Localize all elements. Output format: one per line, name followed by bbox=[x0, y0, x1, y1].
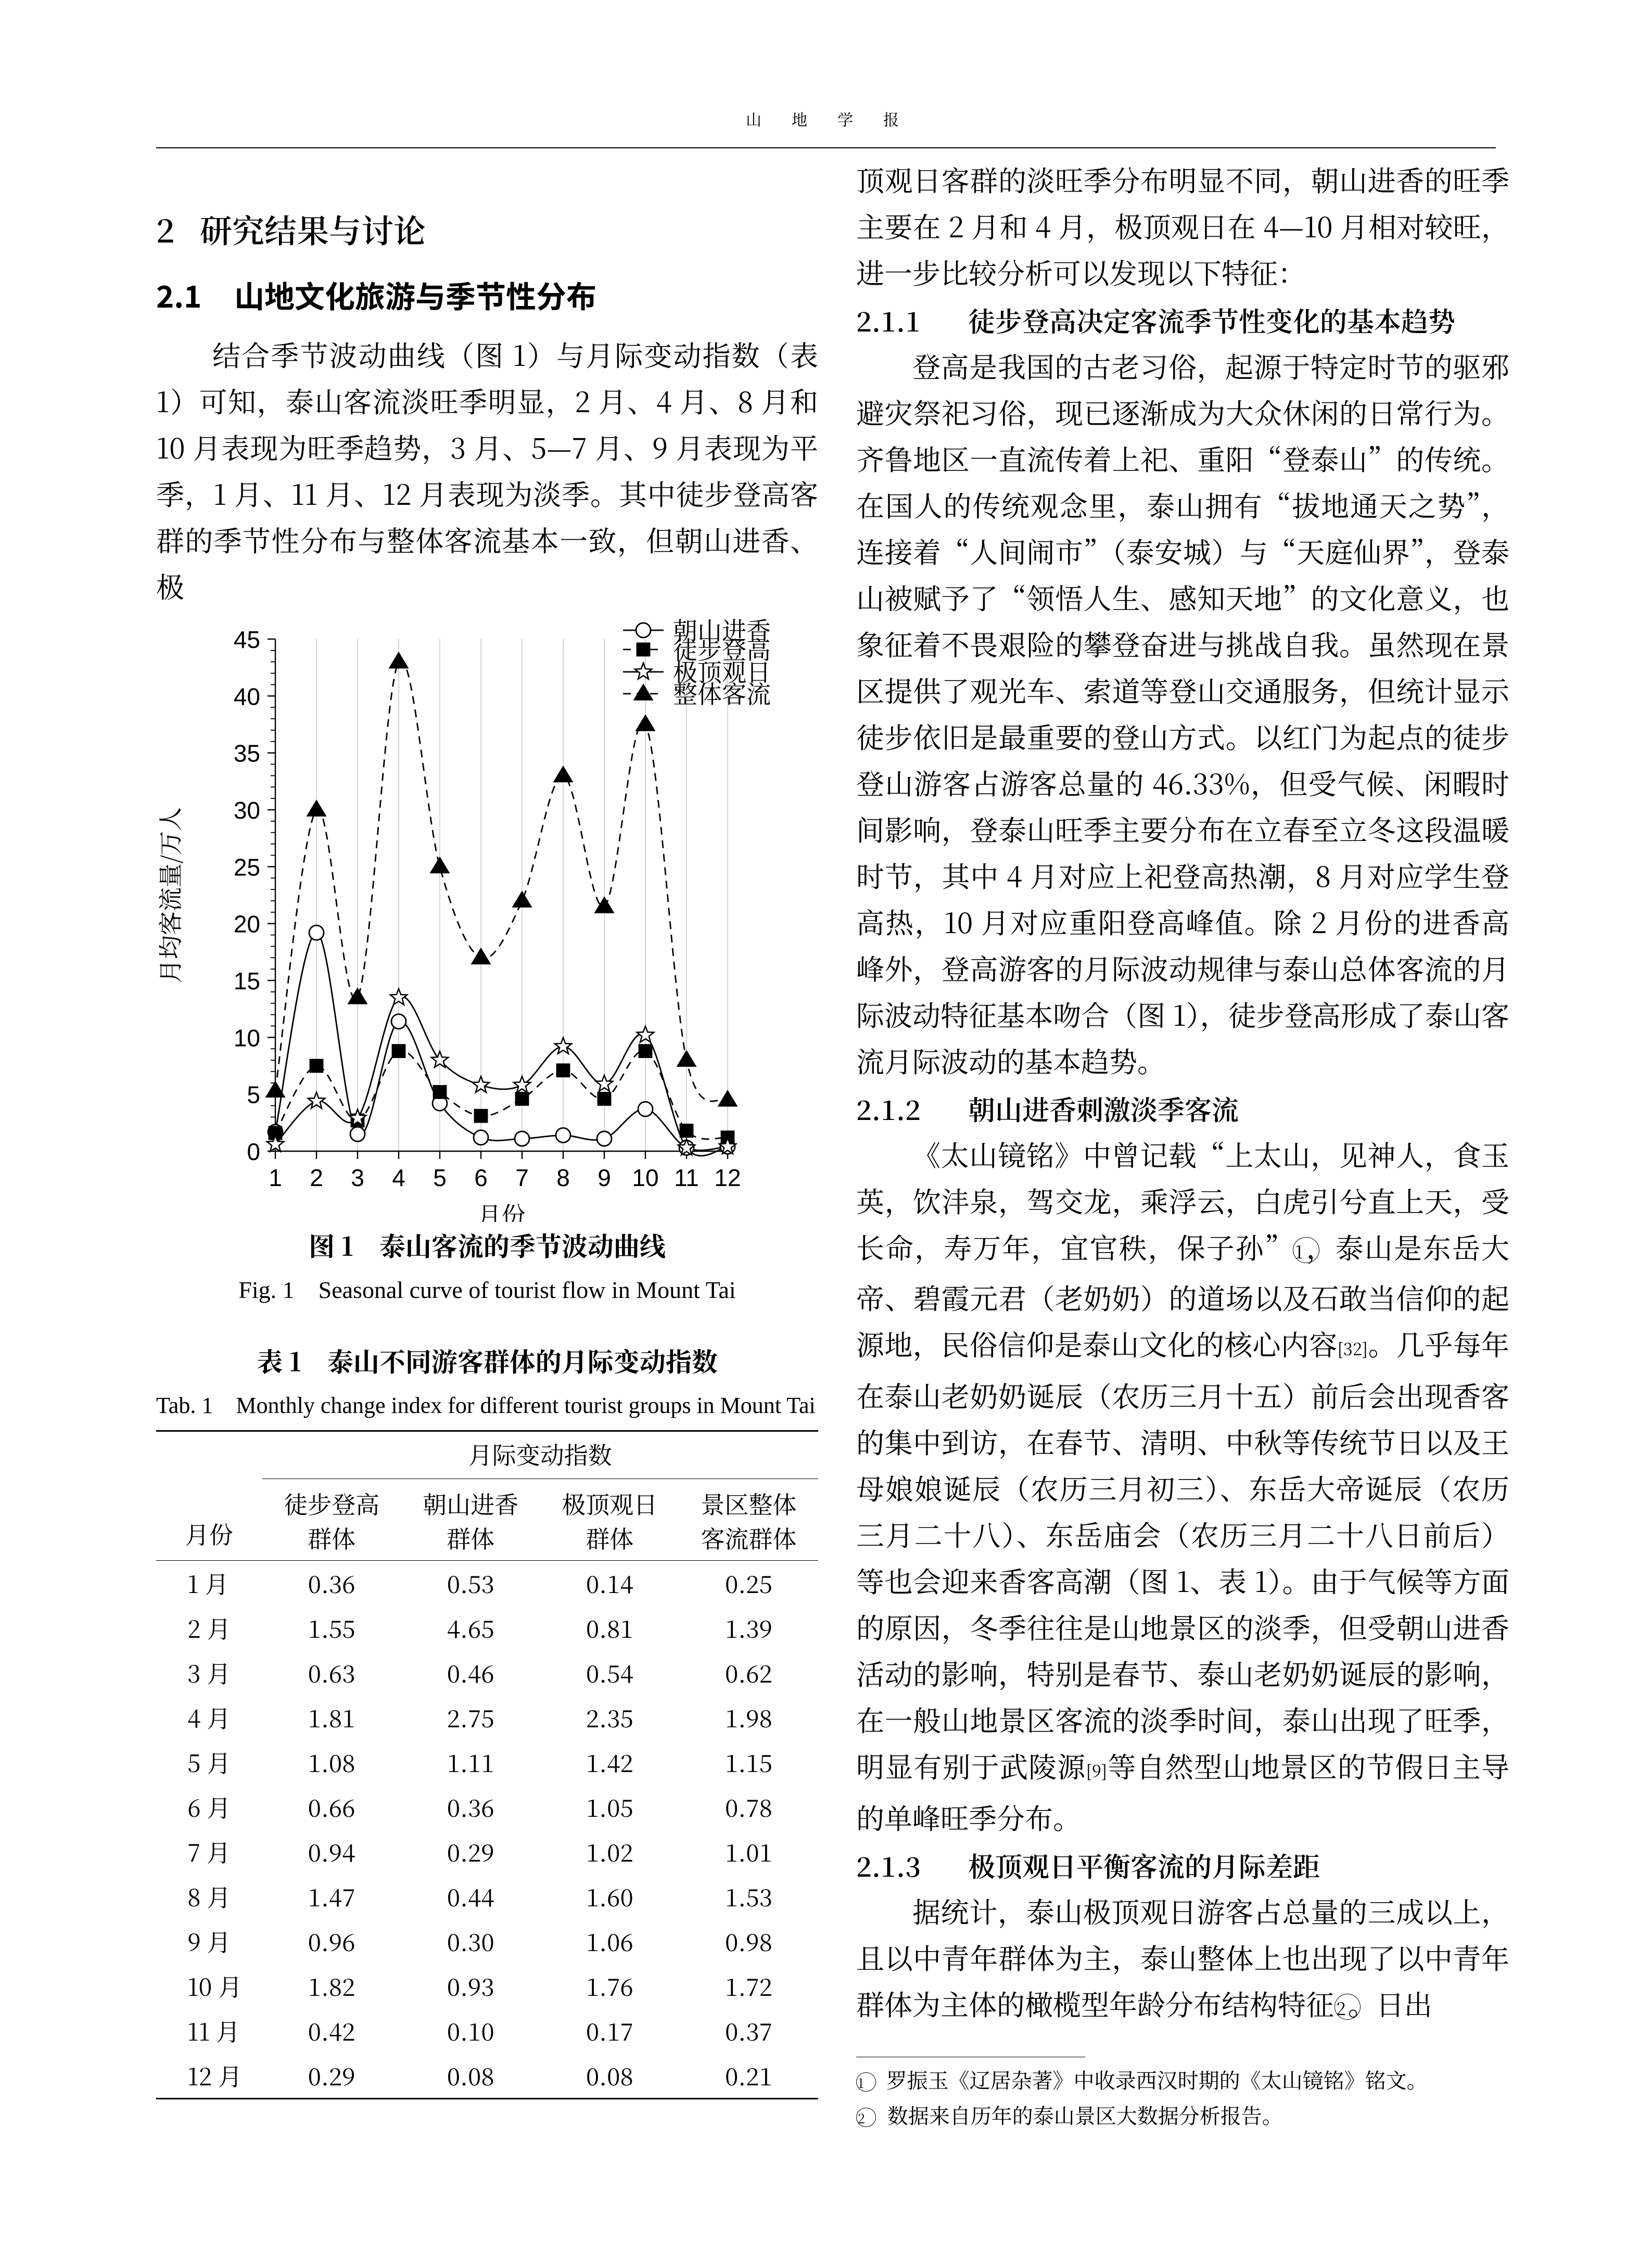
svg-text:30: 30 bbox=[234, 797, 260, 824]
svg-text:11: 11 bbox=[674, 1164, 699, 1191]
svg-text:45: 45 bbox=[234, 626, 260, 653]
svg-text:2: 2 bbox=[310, 1164, 323, 1191]
svg-text:8: 8 bbox=[556, 1164, 570, 1191]
svg-text:0: 0 bbox=[247, 1138, 260, 1165]
svg-text:25: 25 bbox=[234, 854, 260, 881]
svg-text:9: 9 bbox=[598, 1164, 611, 1191]
svg-text:6: 6 bbox=[474, 1164, 488, 1191]
svg-text:35: 35 bbox=[234, 740, 260, 767]
svg-text:12: 12 bbox=[714, 1164, 741, 1191]
svg-text:20: 20 bbox=[234, 911, 260, 938]
svg-text:月均客流量/万人: 月均客流量/万人 bbox=[156, 807, 186, 983]
svg-text:5: 5 bbox=[433, 1164, 447, 1191]
svg-text:7: 7 bbox=[515, 1164, 529, 1191]
svg-text:月份: 月份 bbox=[478, 1197, 526, 1222]
svg-text:5: 5 bbox=[247, 1081, 260, 1109]
svg-text:4: 4 bbox=[392, 1164, 405, 1191]
svg-text:3: 3 bbox=[351, 1164, 364, 1191]
svg-text:整体客流: 整体客流 bbox=[673, 676, 771, 710]
svg-text:40: 40 bbox=[234, 683, 260, 710]
svg-text:10: 10 bbox=[632, 1164, 658, 1191]
svg-text:1: 1 bbox=[269, 1164, 282, 1191]
svg-text:10: 10 bbox=[234, 1024, 260, 1051]
svg-text:15: 15 bbox=[234, 967, 260, 995]
